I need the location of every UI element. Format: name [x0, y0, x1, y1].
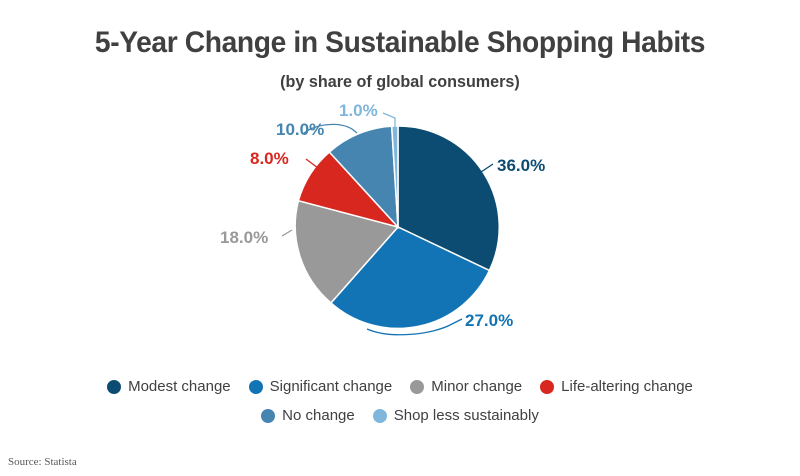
pie-slice-no-change[interactable] — [328, 125, 399, 230]
legend-swatch-icon — [107, 379, 122, 394]
leader-line-36 — [480, 163, 494, 173]
legend-label: No change — [282, 407, 355, 424]
data-label-life-altering-change: 8.0% — [250, 149, 289, 168]
leader-line-10 — [302, 123, 358, 135]
leader-line-1 — [382, 112, 396, 138]
legend-item-modest-change[interactable]: Modest change — [107, 378, 231, 395]
data-label-significant-change: 27.0% — [465, 311, 513, 330]
legend-item-no-change[interactable]: No change — [261, 407, 355, 424]
legend-label: Minor change — [431, 378, 523, 395]
data-label-shop-less-sustainably: 1.0% — [339, 101, 378, 120]
data-label-minor-change: 18.0% — [220, 228, 268, 247]
legend-swatch-icon — [540, 379, 555, 394]
pie-svg: 36.0% 27.0% 18.0% 8.0% 10.0% 1.0% — [220, 101, 545, 336]
chart-subtitle: (by share of global consumers) — [280, 72, 520, 91]
legend-label: Shop less sustainably — [393, 407, 539, 424]
page-title: 5-Year Change in Sustainable Shopping Ha… — [94, 26, 706, 59]
legend-swatch-icon — [410, 379, 425, 394]
source-attribution: Source: Statista — [8, 456, 77, 468]
pie-slice-significant-change[interactable] — [329, 226, 491, 330]
data-label-no-change: 10.0% — [276, 120, 324, 139]
pie-plot-area: 36.0% 27.0% 18.0% 8.0% 10.0% 1.0% — [200, 96, 600, 364]
pie-leader-lines — [281, 112, 494, 336]
legend-item-shop-less-sustainably[interactable]: Shop less sustainably — [372, 407, 539, 424]
legend-row-1: Modest change Significant change Minor c… — [0, 378, 800, 395]
legend-item-minor-change[interactable]: Minor change — [410, 378, 522, 395]
legend-item-life-altering-change[interactable]: Life-altering change — [540, 378, 693, 395]
leader-line-18 — [281, 229, 293, 237]
legend-label: Modest change — [128, 378, 231, 395]
legend-swatch-icon — [372, 408, 387, 423]
data-label-modest-change: 36.0% — [497, 156, 545, 175]
pie-slices — [294, 125, 500, 330]
legend-swatch-icon — [248, 379, 263, 394]
leader-line-27 — [366, 318, 463, 336]
legend-swatch-icon — [261, 408, 276, 423]
pie-data-labels: 36.0% 27.0% 18.0% 8.0% 10.0% 1.0% — [220, 101, 545, 330]
legend-label: Significant change — [269, 378, 393, 395]
chart-legend: Modest change Significant change Minor c… — [0, 378, 800, 424]
pie-slice-minor-change[interactable] — [294, 199, 400, 304]
legend-row-2: No change Shop less sustainably — [0, 407, 800, 424]
leader-line-8 — [305, 158, 319, 169]
legend-item-significant-change[interactable]: Significant change — [248, 378, 393, 395]
legend-label: Life-altering change — [561, 378, 693, 395]
pie-slice-modest-change[interactable] — [397, 125, 500, 272]
